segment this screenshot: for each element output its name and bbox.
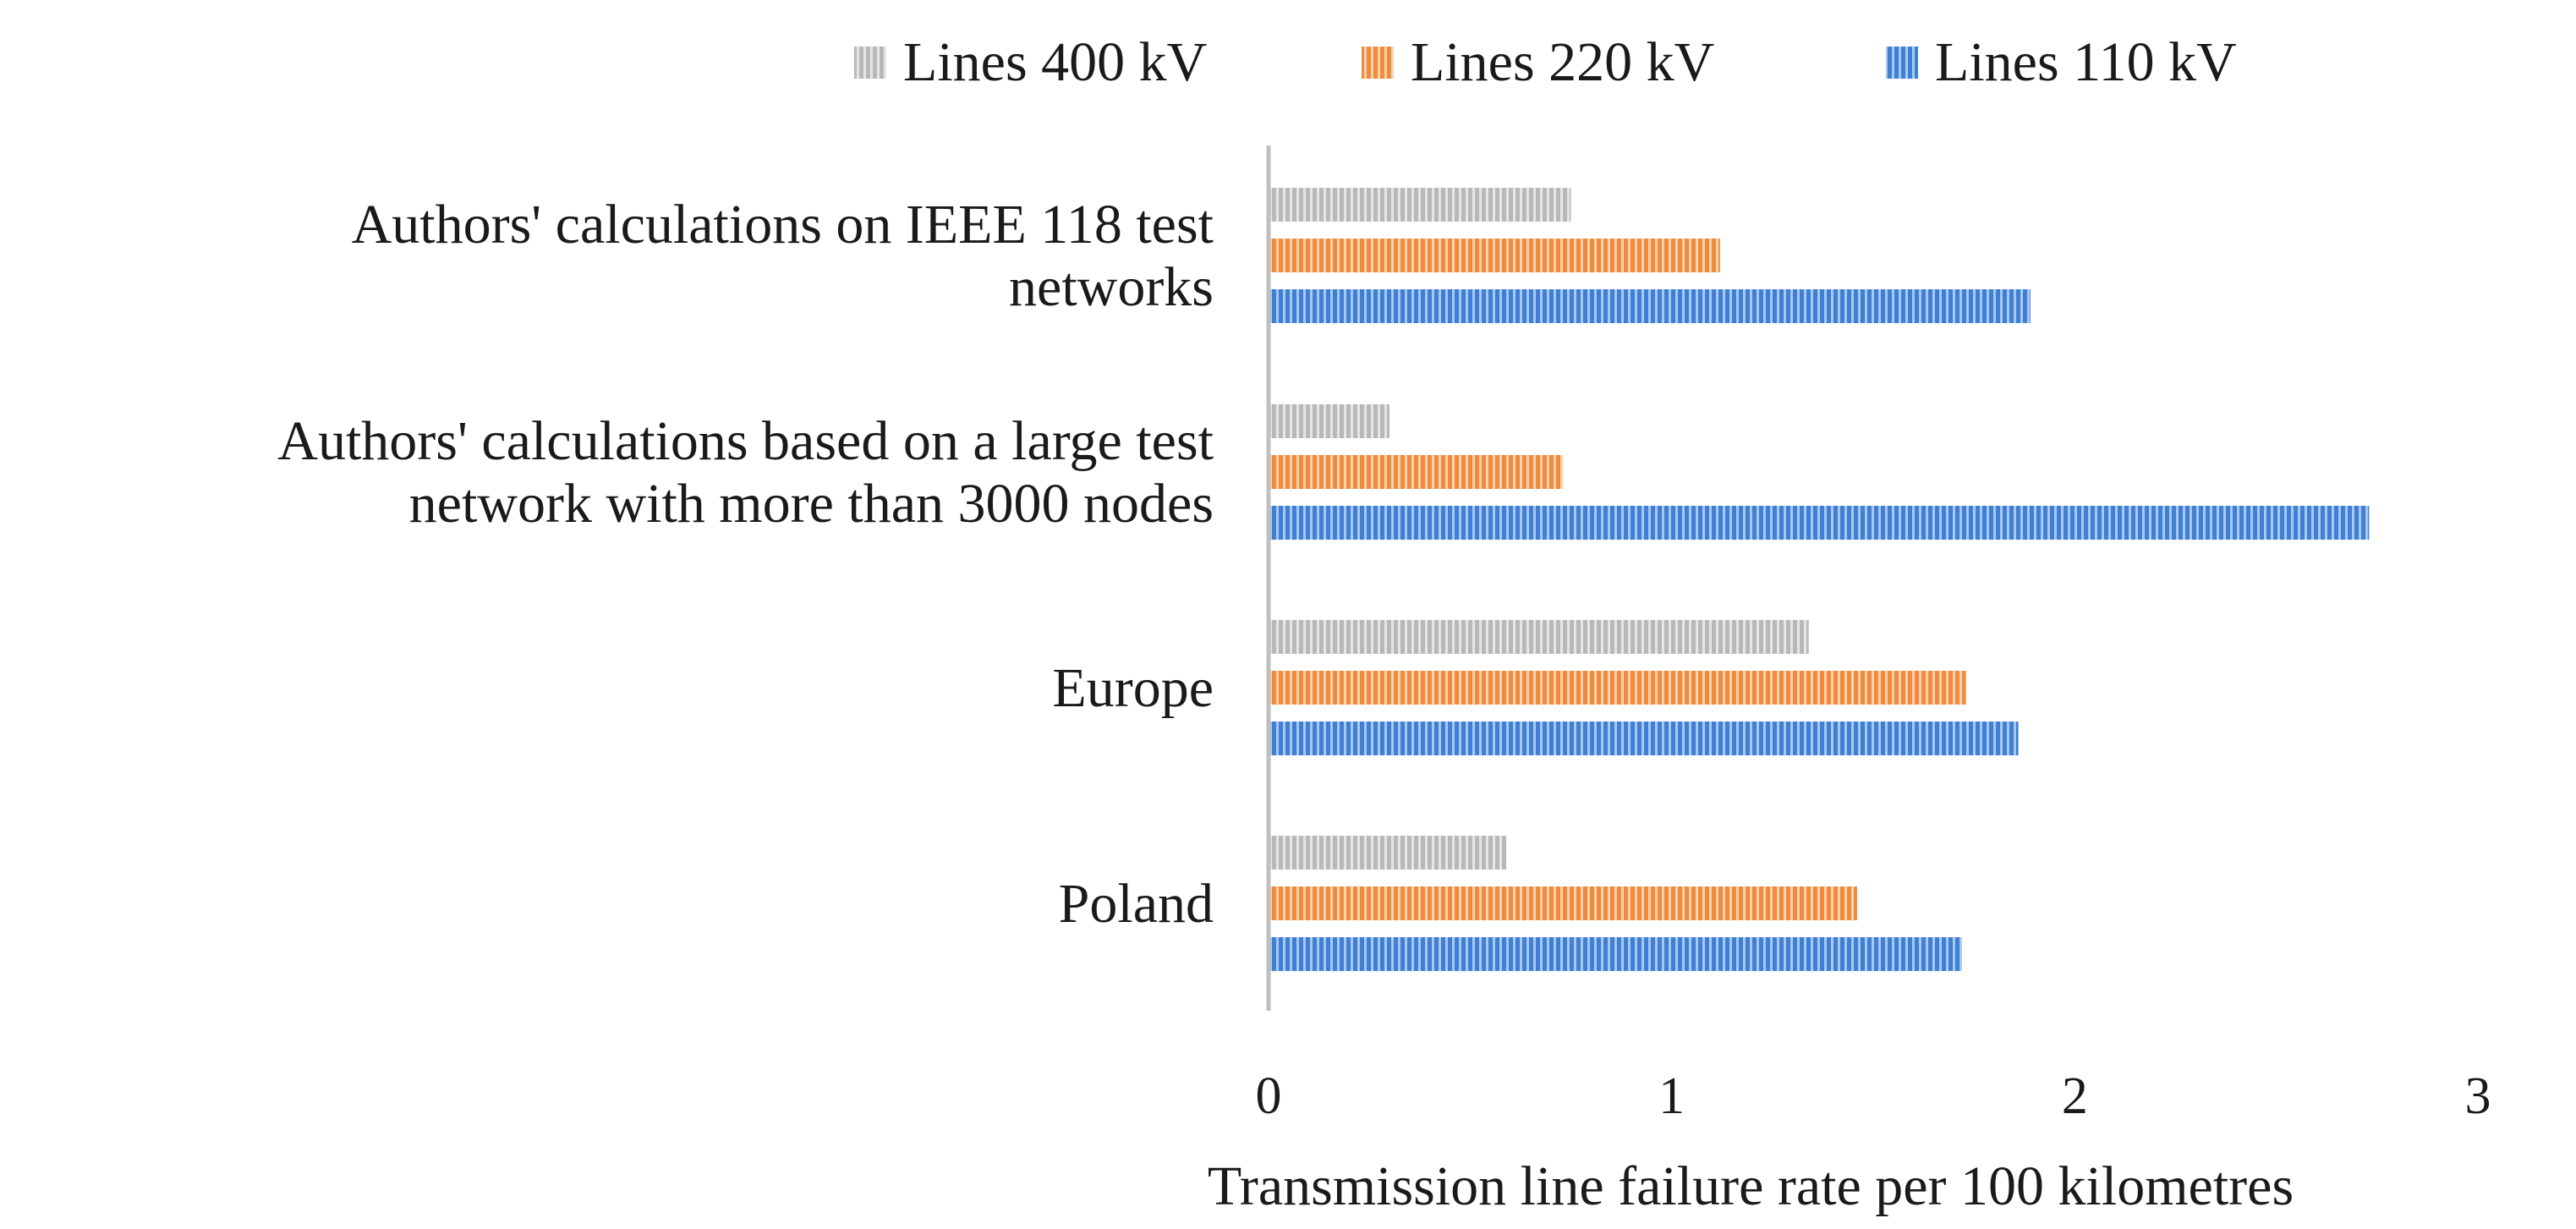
legend: Lines 400 kV Lines 220 kV Lines 110 kV: [854, 31, 2237, 93]
category-label: Poland: [1059, 873, 1214, 935]
x-axis-title: Transmission line failure rate per 100 k…: [1208, 1155, 2294, 1217]
legend-swatch-lines-220-kv: [1362, 47, 1394, 79]
category-label: network with more than 3000 nodes: [409, 473, 1214, 535]
category-label: Authors' calculations on IEEE 118 test: [352, 194, 1214, 255]
bar-lines-220-kv-cat-1: [1269, 239, 1720, 272]
bar-lines-110-kv-cat-3: [1269, 721, 2019, 755]
bar-lines-220-kv-cat-3: [1269, 671, 1966, 705]
bar-lines-400-kv-cat-2: [1269, 404, 1389, 438]
bar-lines-220-kv-cat-4: [1269, 886, 1857, 920]
x-tick-label: 3: [2465, 1067, 2491, 1125]
bars: [1269, 188, 2370, 971]
x-tick-label: 1: [1658, 1067, 1685, 1125]
x-tick-labels: 0 1 2 3: [1256, 1067, 2491, 1125]
bar-lines-400-kv-cat-4: [1269, 836, 1507, 870]
bar-lines-220-kv-cat-2: [1269, 455, 1563, 489]
bar-lines-110-kv-cat-1: [1269, 289, 2031, 323]
legend-swatch-lines-110-kv: [1886, 47, 1918, 79]
category-label: Authors' calculations based on a large t…: [277, 410, 1214, 472]
legend-label-lines-220-kv: Lines 220 kV: [1411, 31, 1714, 93]
bar-lines-400-kv-cat-1: [1269, 188, 1571, 222]
x-tick-label: 2: [2062, 1067, 2088, 1125]
bar-lines-110-kv-cat-2: [1269, 506, 2370, 540]
category-label: networks: [1009, 256, 1214, 318]
legend-label-lines-110-kv: Lines 110 kV: [1935, 31, 2237, 93]
legend-label-lines-400-kv: Lines 400 kV: [903, 31, 1207, 93]
x-tick-label: 0: [1256, 1067, 1282, 1125]
category-labels: Authors' calculations on IEEE 118 testne…: [277, 194, 1214, 935]
category-label: Europe: [1052, 657, 1214, 719]
bar-lines-400-kv-cat-3: [1269, 620, 1809, 654]
bar-lines-110-kv-cat-4: [1269, 937, 1962, 971]
legend-swatch-lines-400-kv: [854, 47, 886, 79]
